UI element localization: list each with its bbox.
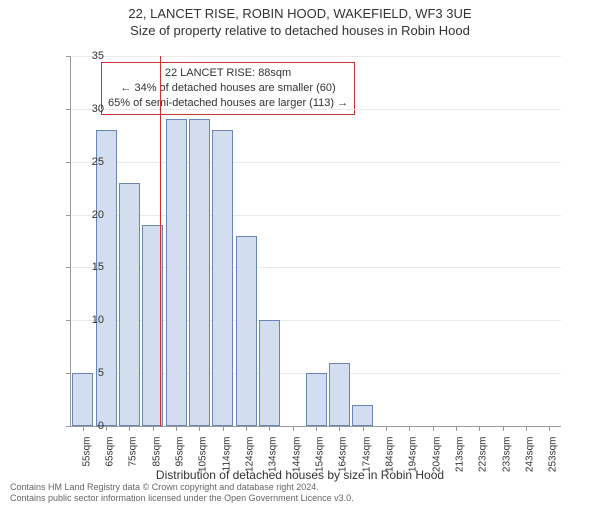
x-tick-mark: [129, 426, 130, 431]
bar: [119, 183, 140, 426]
x-tick-mark: [269, 426, 270, 431]
x-tick-mark: [526, 426, 527, 431]
footer-attribution: Contains HM Land Registry data © Crown c…: [10, 482, 354, 504]
x-tick-mark: [479, 426, 480, 431]
y-tick-mark: [66, 320, 71, 321]
footer-line1: Contains HM Land Registry data © Crown c…: [10, 482, 354, 493]
annotation-box: 22 LANCET RISE: 88sqm ← 34% of detached …: [101, 62, 355, 115]
x-tick-mark: [316, 426, 317, 431]
x-tick-mark: [106, 426, 107, 431]
x-tick-mark: [153, 426, 154, 431]
annotation-line2: ← 34% of detached houses are smaller (60…: [108, 81, 348, 96]
y-tick-label: 20: [74, 209, 104, 221]
y-tick-mark: [66, 215, 71, 216]
y-tick-mark: [66, 373, 71, 374]
y-tick-label: 10: [74, 314, 104, 326]
x-tick-mark: [386, 426, 387, 431]
footer-line2: Contains public sector information licen…: [10, 493, 354, 504]
y-tick-label: 15: [74, 261, 104, 273]
y-tick-label: 5: [74, 367, 104, 379]
bar: [189, 119, 210, 426]
bar: [352, 405, 373, 426]
bar: [259, 320, 280, 426]
x-tick-mark: [223, 426, 224, 431]
grid-line: [71, 56, 561, 57]
y-tick-mark: [66, 109, 71, 110]
bar: [96, 130, 117, 426]
chart-container: 22, LANCET RISE, ROBIN HOOD, WAKEFIELD, …: [0, 6, 600, 506]
bar: [306, 373, 327, 426]
y-tick-label: 25: [74, 156, 104, 168]
chart-title-line1: 22, LANCET RISE, ROBIN HOOD, WAKEFIELD, …: [0, 6, 600, 21]
annotation-line1: 22 LANCET RISE: 88sqm: [108, 66, 348, 81]
bar: [236, 236, 257, 426]
y-tick-label: 0: [74, 420, 104, 432]
x-tick-mark: [246, 426, 247, 431]
grid-line: [71, 109, 561, 110]
x-tick-mark: [433, 426, 434, 431]
y-tick-mark: [66, 426, 71, 427]
y-tick-mark: [66, 267, 71, 268]
grid-line: [71, 162, 561, 163]
x-tick-mark: [176, 426, 177, 431]
grid-line: [71, 215, 561, 216]
x-tick-mark: [503, 426, 504, 431]
x-tick-mark: [293, 426, 294, 431]
bar: [329, 363, 350, 426]
bar: [212, 130, 233, 426]
bar: [166, 119, 187, 426]
y-tick-label: 30: [74, 103, 104, 115]
reference-line: [160, 56, 161, 426]
x-tick-mark: [199, 426, 200, 431]
chart-title-line2: Size of property relative to detached ho…: [0, 23, 600, 38]
x-tick-mark: [363, 426, 364, 431]
y-tick-mark: [66, 162, 71, 163]
x-tick-mark: [409, 426, 410, 431]
y-tick-mark: [66, 56, 71, 57]
bar: [72, 373, 93, 426]
x-tick-mark: [456, 426, 457, 431]
x-tick-mark: [549, 426, 550, 431]
x-axis-label: Distribution of detached houses by size …: [0, 468, 600, 482]
y-tick-label: 35: [74, 50, 104, 62]
plot-area: 22 LANCET RISE: 88sqm ← 34% of detached …: [70, 56, 561, 427]
x-tick-mark: [339, 426, 340, 431]
